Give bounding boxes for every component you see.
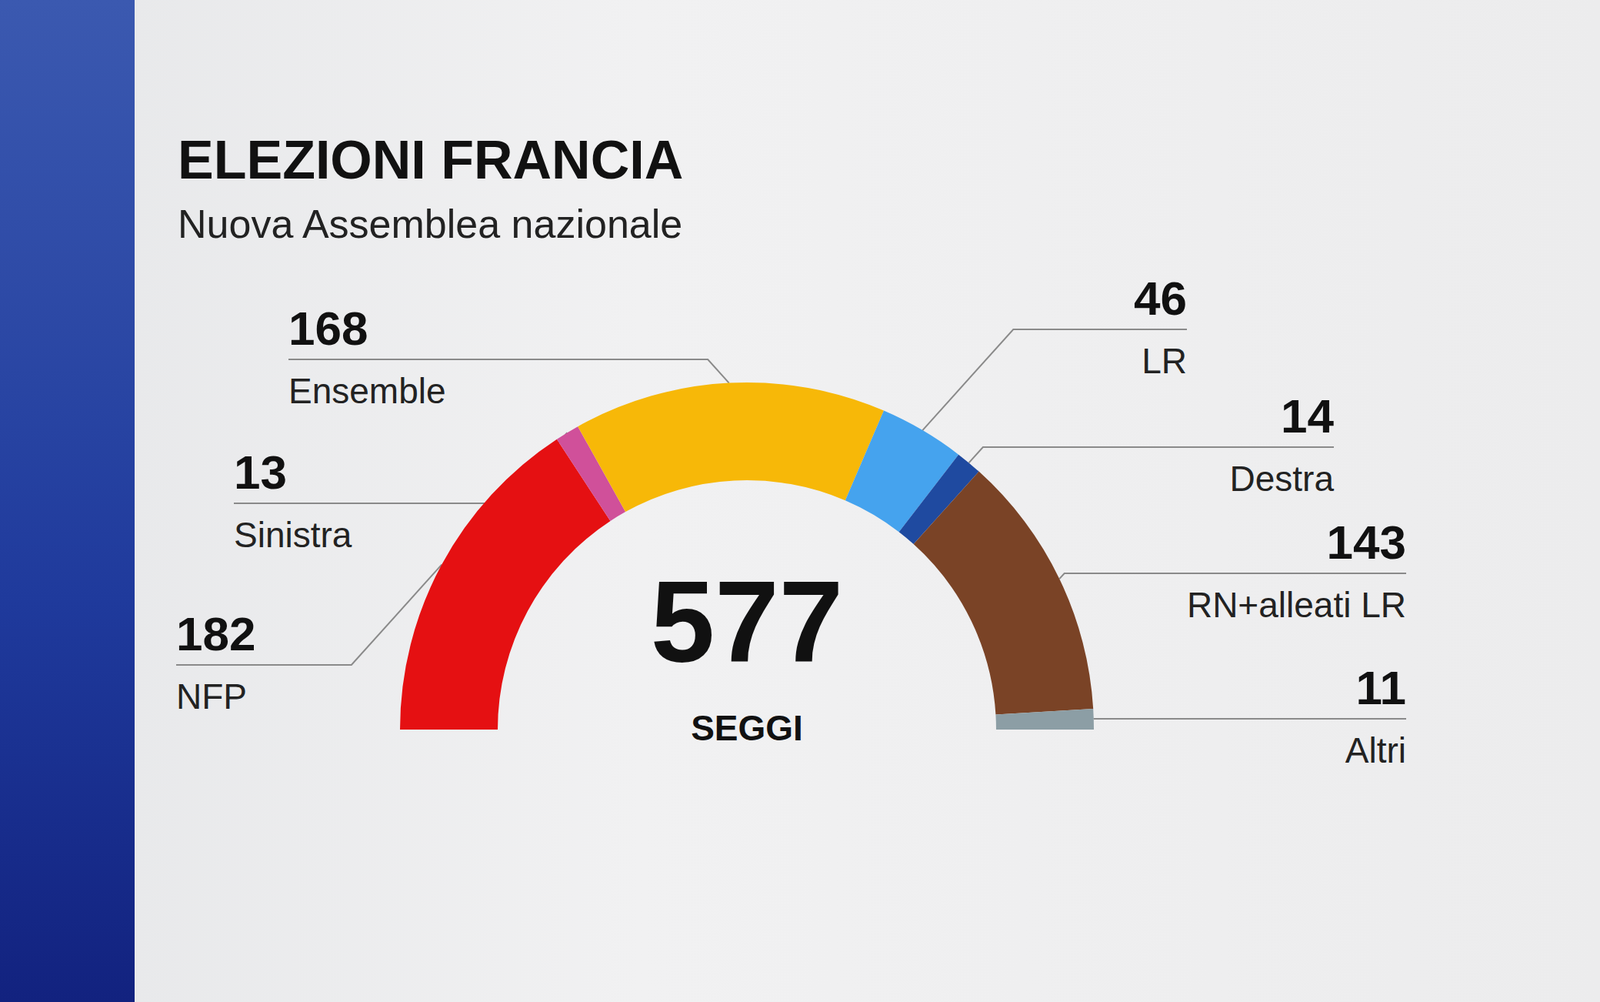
- svg-text:SEGGI: SEGGI: [690, 707, 804, 748]
- svg-text:NFP: NFP: [176, 676, 247, 717]
- svg-text:46: 46: [1133, 271, 1187, 325]
- svg-text:Destra: Destra: [1230, 458, 1335, 499]
- svg-text:182: 182: [176, 606, 256, 660]
- svg-text:Altri: Altri: [1345, 730, 1407, 770]
- svg-text:13: 13: [233, 445, 287, 499]
- svg-text:LR: LR: [1141, 340, 1187, 381]
- svg-text:14: 14: [1280, 389, 1334, 443]
- svg-text:RN+alleati LR: RN+alleati LR: [1186, 584, 1407, 625]
- svg-text:143: 143: [1326, 515, 1407, 569]
- svg-text:Ensemble: Ensemble: [288, 370, 447, 411]
- svg-text:Sinistra: Sinistra: [233, 514, 353, 555]
- svg-text:168: 168: [288, 301, 368, 355]
- svg-text:ELEZIONI FRANCIA: ELEZIONI FRANCIA: [177, 130, 684, 190]
- svg-text:Nuova Assemblea nazionale: Nuova Assemblea nazionale: [177, 201, 683, 247]
- svg-text:11: 11: [1355, 660, 1407, 714]
- svg-text:577: 577: [650, 556, 844, 687]
